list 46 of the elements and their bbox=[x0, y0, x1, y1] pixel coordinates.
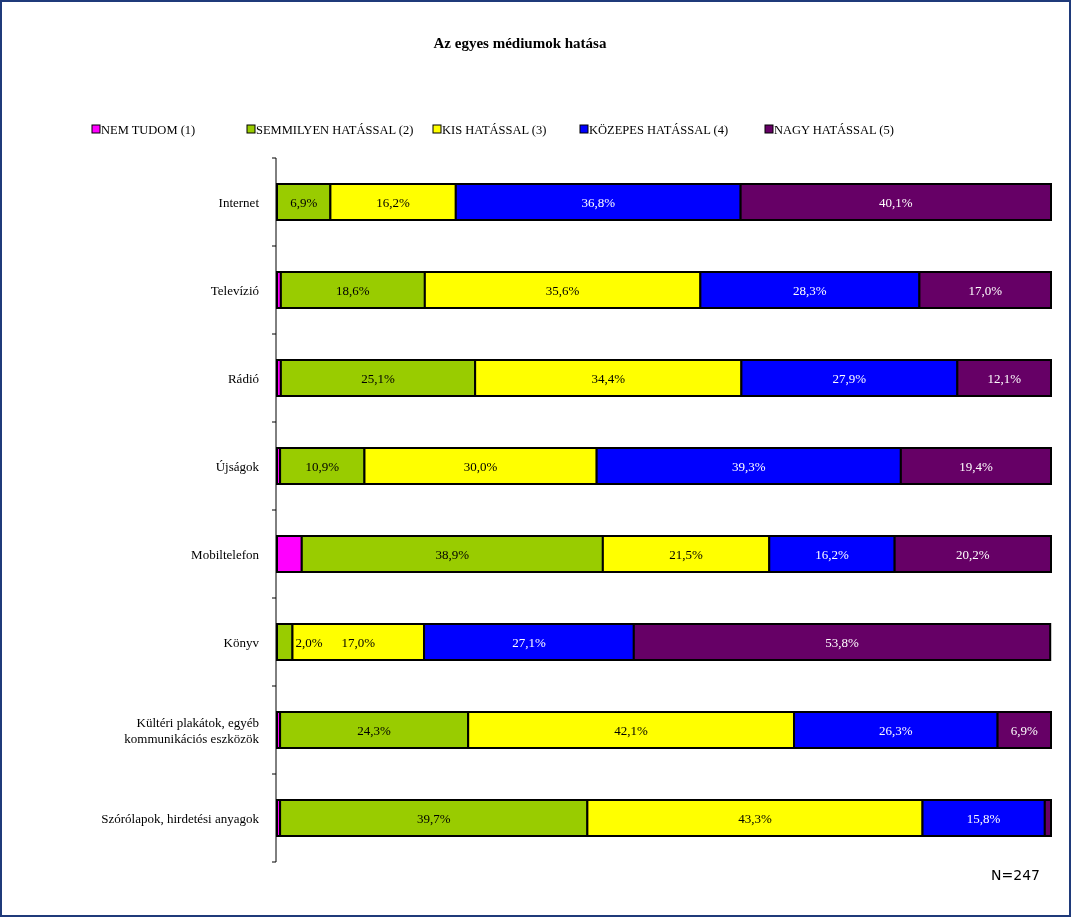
legend-label: KIS HATÁSSAL (3) bbox=[442, 123, 547, 138]
data-label: 10,9% bbox=[305, 458, 340, 474]
data-label: 36,8% bbox=[581, 194, 616, 210]
data-label: 40,1% bbox=[879, 194, 913, 210]
data-label: 15,8% bbox=[966, 810, 1001, 826]
y-tick-label: Könyv bbox=[223, 634, 260, 650]
data-label: 34,4% bbox=[591, 370, 626, 386]
data-label: 20,2% bbox=[956, 546, 990, 562]
y-tick-label: Televízió bbox=[210, 282, 259, 298]
y-tick-label: Kültéri plakátok, egyéb kommunikációs eszközök bbox=[124, 714, 260, 746]
data-label: 35,6% bbox=[545, 282, 580, 298]
data-label: 18,6% bbox=[336, 282, 370, 298]
legend-label: NAGY HATÁSSAL (5) bbox=[774, 123, 894, 138]
legend-label: KÖZEPES HATÁSSAL (4) bbox=[589, 123, 729, 138]
data-label: 26,3% bbox=[879, 722, 913, 738]
data-label: 24,3% bbox=[357, 722, 392, 738]
data-label: 28,3% bbox=[793, 282, 827, 298]
data-label: 25,1% bbox=[361, 370, 395, 386]
data-label: 39,7% bbox=[416, 810, 451, 826]
data-label: 19,4% bbox=[959, 458, 993, 474]
data-label: 43,3% bbox=[738, 810, 772, 826]
chart-title: Az egyes médiumok hatása bbox=[433, 35, 607, 51]
data-label: 27,9% bbox=[832, 370, 867, 386]
y-tick-label: Szórólapok, hirdetési anyagok bbox=[101, 810, 260, 826]
data-label: 39,3% bbox=[731, 458, 766, 474]
data-label: 53,8% bbox=[825, 634, 859, 650]
data-label: 27,1% bbox=[512, 634, 546, 650]
y-tick-label: Rádió bbox=[227, 370, 259, 386]
y-tick-label: Mobiltelefon bbox=[191, 546, 260, 562]
legend-label: NEM TUDOM (1) bbox=[101, 123, 196, 138]
data-label: 17,0% bbox=[341, 634, 376, 650]
data-label: 16,2% bbox=[815, 546, 849, 562]
data-label: 6,9% bbox=[1010, 722, 1038, 738]
data-label: 17,0% bbox=[968, 282, 1003, 298]
data-label: 30,0% bbox=[463, 458, 498, 474]
legend-label: SEMMILYEN HATÁSSAL (2) bbox=[256, 123, 414, 138]
data-label: 38,9% bbox=[435, 546, 470, 562]
data-label: 21,5% bbox=[669, 546, 704, 562]
data-label: 6,9% bbox=[290, 194, 318, 210]
y-tick-label: Újságok bbox=[215, 458, 260, 474]
text: N=247 bbox=[991, 867, 1040, 883]
y-tick-label: Internet bbox=[218, 194, 260, 210]
data-label: 42,1% bbox=[614, 722, 649, 738]
data-label: 12,1% bbox=[987, 370, 1022, 386]
data-label: 16,2% bbox=[376, 194, 411, 210]
data-label: 2,0% bbox=[295, 634, 323, 650]
